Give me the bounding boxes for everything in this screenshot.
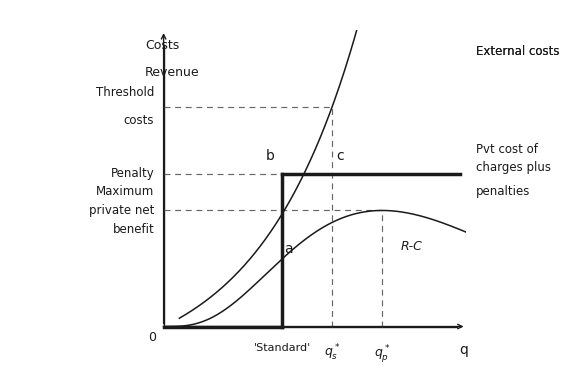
Text: benefit: benefit <box>112 223 154 235</box>
Text: penalties: penalties <box>475 186 530 198</box>
Text: Pvt cost of: Pvt cost of <box>475 143 538 156</box>
Text: charges plus: charges plus <box>475 161 551 174</box>
Text: External costs: External costs <box>475 45 559 58</box>
Text: $q_p^*$: $q_p^*$ <box>374 343 391 365</box>
Text: 'Standard': 'Standard' <box>253 343 311 353</box>
Text: Costs: Costs <box>145 39 179 52</box>
Text: a: a <box>284 242 292 256</box>
Text: Threshold: Threshold <box>96 86 154 99</box>
Text: R-C: R-C <box>401 240 423 253</box>
Text: b: b <box>265 149 274 163</box>
Text: Maximum: Maximum <box>96 185 154 198</box>
Text: Penalty: Penalty <box>111 167 154 180</box>
Text: private net: private net <box>89 204 154 217</box>
Text: External costs: External costs <box>475 45 559 58</box>
Text: q: q <box>459 343 468 357</box>
Text: Revenue: Revenue <box>145 66 200 79</box>
Text: costs: costs <box>124 114 154 127</box>
Text: 0: 0 <box>148 331 156 344</box>
Text: c: c <box>336 149 344 163</box>
Text: $q_s^*$: $q_s^*$ <box>324 343 341 363</box>
